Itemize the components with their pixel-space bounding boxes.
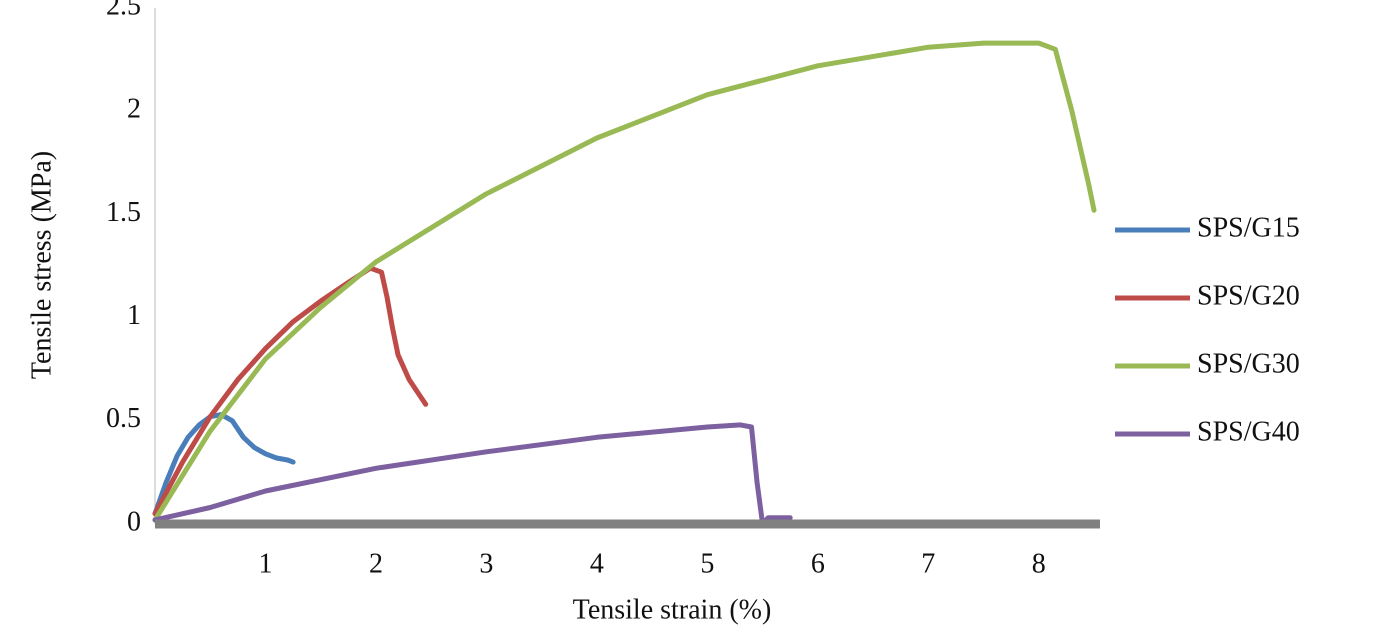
x-tick-label: 7 xyxy=(921,548,935,579)
x-tick-label: 2 xyxy=(369,548,383,579)
legend-label: SPS/G30 xyxy=(1197,348,1300,379)
legend-label: SPS/G20 xyxy=(1197,280,1300,311)
y-tick-label: 1.5 xyxy=(106,197,141,228)
y-tick-label: 0.5 xyxy=(106,403,141,434)
y-tick-label: 2 xyxy=(127,94,141,125)
series-line xyxy=(152,412,296,517)
x-tick-label: 1 xyxy=(258,548,272,579)
y-tick-label: 1 xyxy=(127,300,141,331)
y-axis-label: Tensile stress (MPa) xyxy=(26,151,57,379)
series-line xyxy=(152,422,793,527)
x-tick-label: 5 xyxy=(700,548,714,579)
legend-label: SPS/G15 xyxy=(1197,212,1300,243)
y-tick-label: 0 xyxy=(127,506,141,537)
y-tick-label: 2.5 xyxy=(106,0,141,21)
x-axis-label: Tensile strain (%) xyxy=(573,594,772,625)
x-tick-label: 6 xyxy=(811,548,825,579)
x-tick-label: 3 xyxy=(479,548,493,579)
legend-label: SPS/G40 xyxy=(1197,416,1300,447)
x-tick-label: 8 xyxy=(1032,548,1046,579)
series-line xyxy=(152,265,429,517)
x-tick-label: 4 xyxy=(590,548,604,579)
series-line xyxy=(152,40,1097,523)
